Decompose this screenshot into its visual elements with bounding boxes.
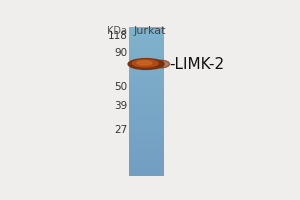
Text: KDa: KDa — [106, 26, 127, 36]
Ellipse shape — [132, 60, 158, 67]
Text: -LIMK-2: -LIMK-2 — [169, 57, 224, 72]
Text: 50: 50 — [114, 82, 128, 92]
Ellipse shape — [153, 60, 170, 68]
Text: 27: 27 — [114, 125, 128, 135]
Ellipse shape — [137, 61, 152, 65]
Text: 90: 90 — [114, 48, 128, 58]
Text: Jurkat: Jurkat — [134, 26, 166, 36]
Ellipse shape — [128, 59, 164, 69]
Text: 118: 118 — [107, 31, 128, 41]
Text: 39: 39 — [114, 101, 128, 111]
